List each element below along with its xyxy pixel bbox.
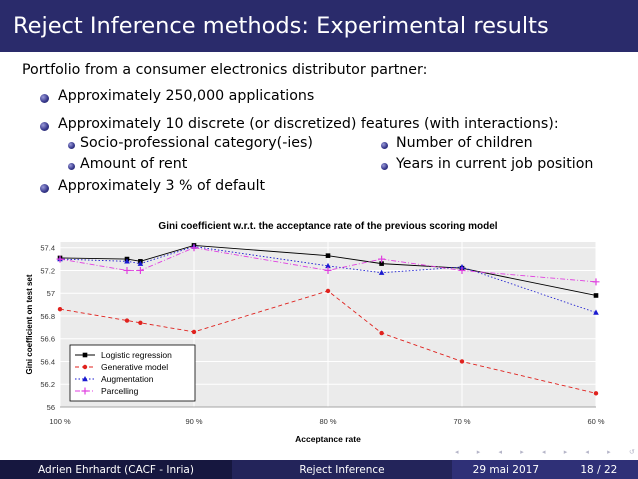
- sub-bullet-children: Number of children: [396, 135, 533, 151]
- data-point-augmentation: [137, 260, 144, 266]
- y-tick-label: 56.8: [40, 312, 55, 321]
- y-tick-label: 56: [47, 403, 55, 412]
- data-point-parcelling: [378, 255, 386, 263]
- data-point-augmentation: [378, 269, 385, 275]
- data-point-logistic-regression: [379, 261, 384, 266]
- series-line-generative-model: [59, 290, 597, 394]
- legend-label-generative-model: Generative model: [101, 362, 168, 372]
- x-tick-label: 80 %: [319, 417, 336, 426]
- data-point-parcelling: [592, 278, 600, 286]
- data-point-parcelling: [190, 244, 198, 252]
- data-point-logistic-regression: [325, 253, 331, 258]
- slide-title: Reject Inference methods: Experimental r…: [0, 0, 638, 52]
- sub-bullet-ball-icon: [381, 142, 388, 149]
- bullet-ball-icon: [40, 184, 49, 193]
- data-point-augmentation: [593, 309, 599, 315]
- y-tick-label: 57.2: [40, 266, 55, 275]
- y-tick-label: 57: [47, 289, 55, 298]
- sub-bullet-ball-icon: [381, 163, 388, 170]
- x-axis-label: Acceptance rate: [295, 434, 361, 444]
- data-point-logistic-regression: [593, 293, 599, 298]
- x-tick-label: 90 %: [185, 417, 202, 426]
- footer-author: Adrien Ehrhardt (CACF - Inria): [0, 460, 232, 479]
- intro-text: Portfolio from a consumer electronics di…: [22, 62, 428, 78]
- bullet-default-rate: Approximately 3 % of default: [58, 178, 266, 194]
- beamer-nav-icons[interactable]: ◂ ▸ ◂ ▸ ◂ ▸ ◂ ▸ ↺: [455, 448, 638, 456]
- legend-marker-augmentation: [82, 376, 88, 382]
- bullet-ball-icon: [40, 122, 49, 131]
- data-point-generative-model: [379, 330, 384, 336]
- chart-title: Gini coefficient w.r.t. the acceptance r…: [158, 221, 497, 232]
- sub-bullet-ball-icon: [68, 163, 75, 170]
- sub-bullet-ball-icon: [68, 142, 75, 149]
- bullet-ball-icon: [40, 94, 49, 103]
- data-point-generative-model: [593, 391, 599, 396]
- footer-date: 29 mai 2017: [472, 463, 540, 476]
- data-point-parcelling: [324, 266, 332, 274]
- footer-short-title: Reject Inference: [232, 460, 452, 479]
- bullet-features: Approximately 10 discrete (or discretize…: [58, 116, 559, 132]
- data-point-parcelling: [123, 266, 131, 274]
- y-tick-label: 57.4: [40, 244, 55, 253]
- legend-box: [69, 344, 196, 402]
- data-point-parcelling: [56, 255, 64, 263]
- footer-right: 29 mai 2017 18 / 22: [452, 460, 638, 479]
- data-point-generative-model: [124, 318, 130, 323]
- bullet-applications: Approximately 250,000 applications: [58, 88, 315, 104]
- y-tick-label: 56.6: [40, 335, 55, 344]
- data-point-generative-model: [138, 320, 143, 325]
- gini-chart: Gini coefficient w.r.t. the acceptance r…: [20, 212, 610, 452]
- data-point-generative-model: [325, 288, 331, 294]
- sub-bullet-job-years: Years in current job position: [396, 156, 594, 172]
- series-line-augmentation: [59, 246, 597, 313]
- data-point-generative-model: [191, 329, 197, 335]
- y-tick-label: 56.2: [40, 380, 55, 389]
- legend-label-parcelling: Parcelling: [101, 386, 139, 396]
- y-tick-label: 56.4: [40, 357, 55, 366]
- legend-label-logistic-regression: Logistic regression: [101, 350, 172, 360]
- y-axis-label: Gini coefficient on test set: [25, 274, 34, 374]
- legend-label-augmentation: Augmentation: [101, 374, 154, 384]
- sub-bullet-socio-category: Socio-professional category(-ies): [80, 135, 313, 151]
- legend-marker-logistic-regression: [82, 352, 88, 358]
- data-point-augmentation: [124, 258, 130, 264]
- data-point-generative-model: [459, 359, 465, 364]
- legend-marker-parcelling: [81, 387, 89, 395]
- sub-bullet-rent: Amount of rent: [80, 156, 188, 172]
- legend-marker-generative-model: [82, 364, 88, 370]
- data-point-parcelling: [136, 266, 144, 274]
- data-point-augmentation: [459, 264, 465, 270]
- data-point-generative-model: [57, 306, 63, 312]
- x-tick-label: 60 %: [587, 417, 604, 426]
- data-point-parcelling: [458, 266, 466, 274]
- footer-page: 18 / 22: [580, 463, 618, 476]
- chart-svg: Gini coefficient w.r.t. the acceptance r…: [25, 221, 605, 444]
- x-tick-label: 100 %: [49, 417, 71, 426]
- x-tick-label: 70 %: [453, 417, 470, 426]
- data-point-augmentation: [325, 262, 331, 269]
- footer-bar: Adrien Ehrhardt (CACF - Inria) Reject In…: [0, 460, 638, 479]
